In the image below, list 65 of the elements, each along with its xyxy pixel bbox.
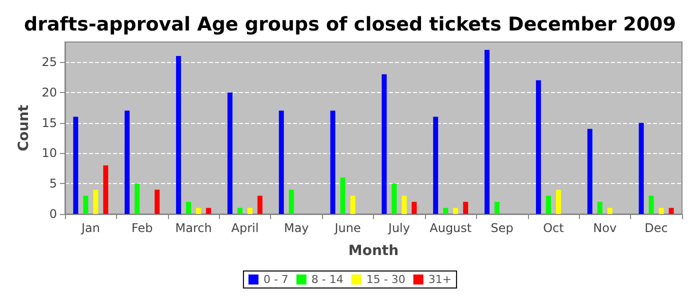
bar [484, 50, 490, 214]
bar [206, 208, 212, 214]
bar [196, 208, 202, 214]
bar [536, 80, 541, 214]
bar [288, 190, 294, 214]
x-tick-label: July [387, 221, 410, 235]
bar [546, 196, 551, 214]
bar [412, 202, 417, 214]
bar [134, 184, 140, 214]
bar [257, 196, 262, 214]
bar [330, 110, 336, 214]
y-tick-label: 0 [49, 207, 57, 221]
bar [278, 110, 284, 214]
x-tick-label: August [430, 221, 472, 235]
x-tick-label: Dec [644, 221, 668, 235]
legend-label: 31+ [428, 273, 452, 286]
bar [247, 208, 252, 214]
y-axis-title: Count [16, 104, 32, 152]
bar [443, 208, 448, 214]
bar [463, 202, 468, 214]
bar [124, 110, 130, 214]
bar [83, 196, 88, 214]
bar [340, 178, 346, 214]
x-tick-label: Jan [80, 221, 100, 235]
y-tick-label: 20 [42, 85, 57, 100]
bar [93, 190, 98, 214]
x-tick-label: Feb [132, 221, 153, 235]
bar [597, 202, 602, 214]
y-tick-label: 10 [42, 146, 57, 160]
bar [73, 116, 78, 214]
bar [648, 196, 654, 214]
x-tick-label: Sep [490, 221, 514, 235]
x-tick-label: Nov [593, 221, 617, 235]
bar [350, 196, 356, 214]
legend-label: 15 - 30 [366, 273, 406, 286]
y-tick-label: 5 [49, 176, 57, 191]
x-tick-label: June [334, 221, 361, 235]
x-axis-title: Month [348, 243, 399, 259]
bar [154, 190, 160, 214]
y-tick-label: 15 [42, 116, 57, 130]
bar [392, 184, 397, 214]
x-tick-label: March [175, 221, 212, 235]
bar [402, 196, 407, 214]
bar [433, 116, 438, 214]
bar [658, 208, 664, 214]
x-tick-label: Oct [543, 221, 564, 235]
bar [453, 208, 458, 214]
bar [607, 208, 612, 214]
x-tick-label: May [284, 221, 309, 235]
x-tick-label: April [231, 221, 259, 235]
bar [638, 122, 644, 214]
legend-label: 0 - 7 [263, 273, 288, 286]
y-tick-label: 25 [42, 55, 57, 70]
bar [237, 208, 242, 214]
legend-label: 8 - 14 [311, 273, 344, 286]
bar [176, 56, 182, 214]
bar [587, 128, 592, 214]
bar [494, 202, 500, 214]
chart-title: drafts-approval Age groups of closed tickets December 2009 [24, 14, 676, 36]
bar [556, 190, 561, 214]
bar [186, 202, 192, 214]
bar [103, 165, 108, 214]
bar [668, 208, 674, 214]
bar [382, 74, 387, 214]
bar [227, 92, 232, 214]
